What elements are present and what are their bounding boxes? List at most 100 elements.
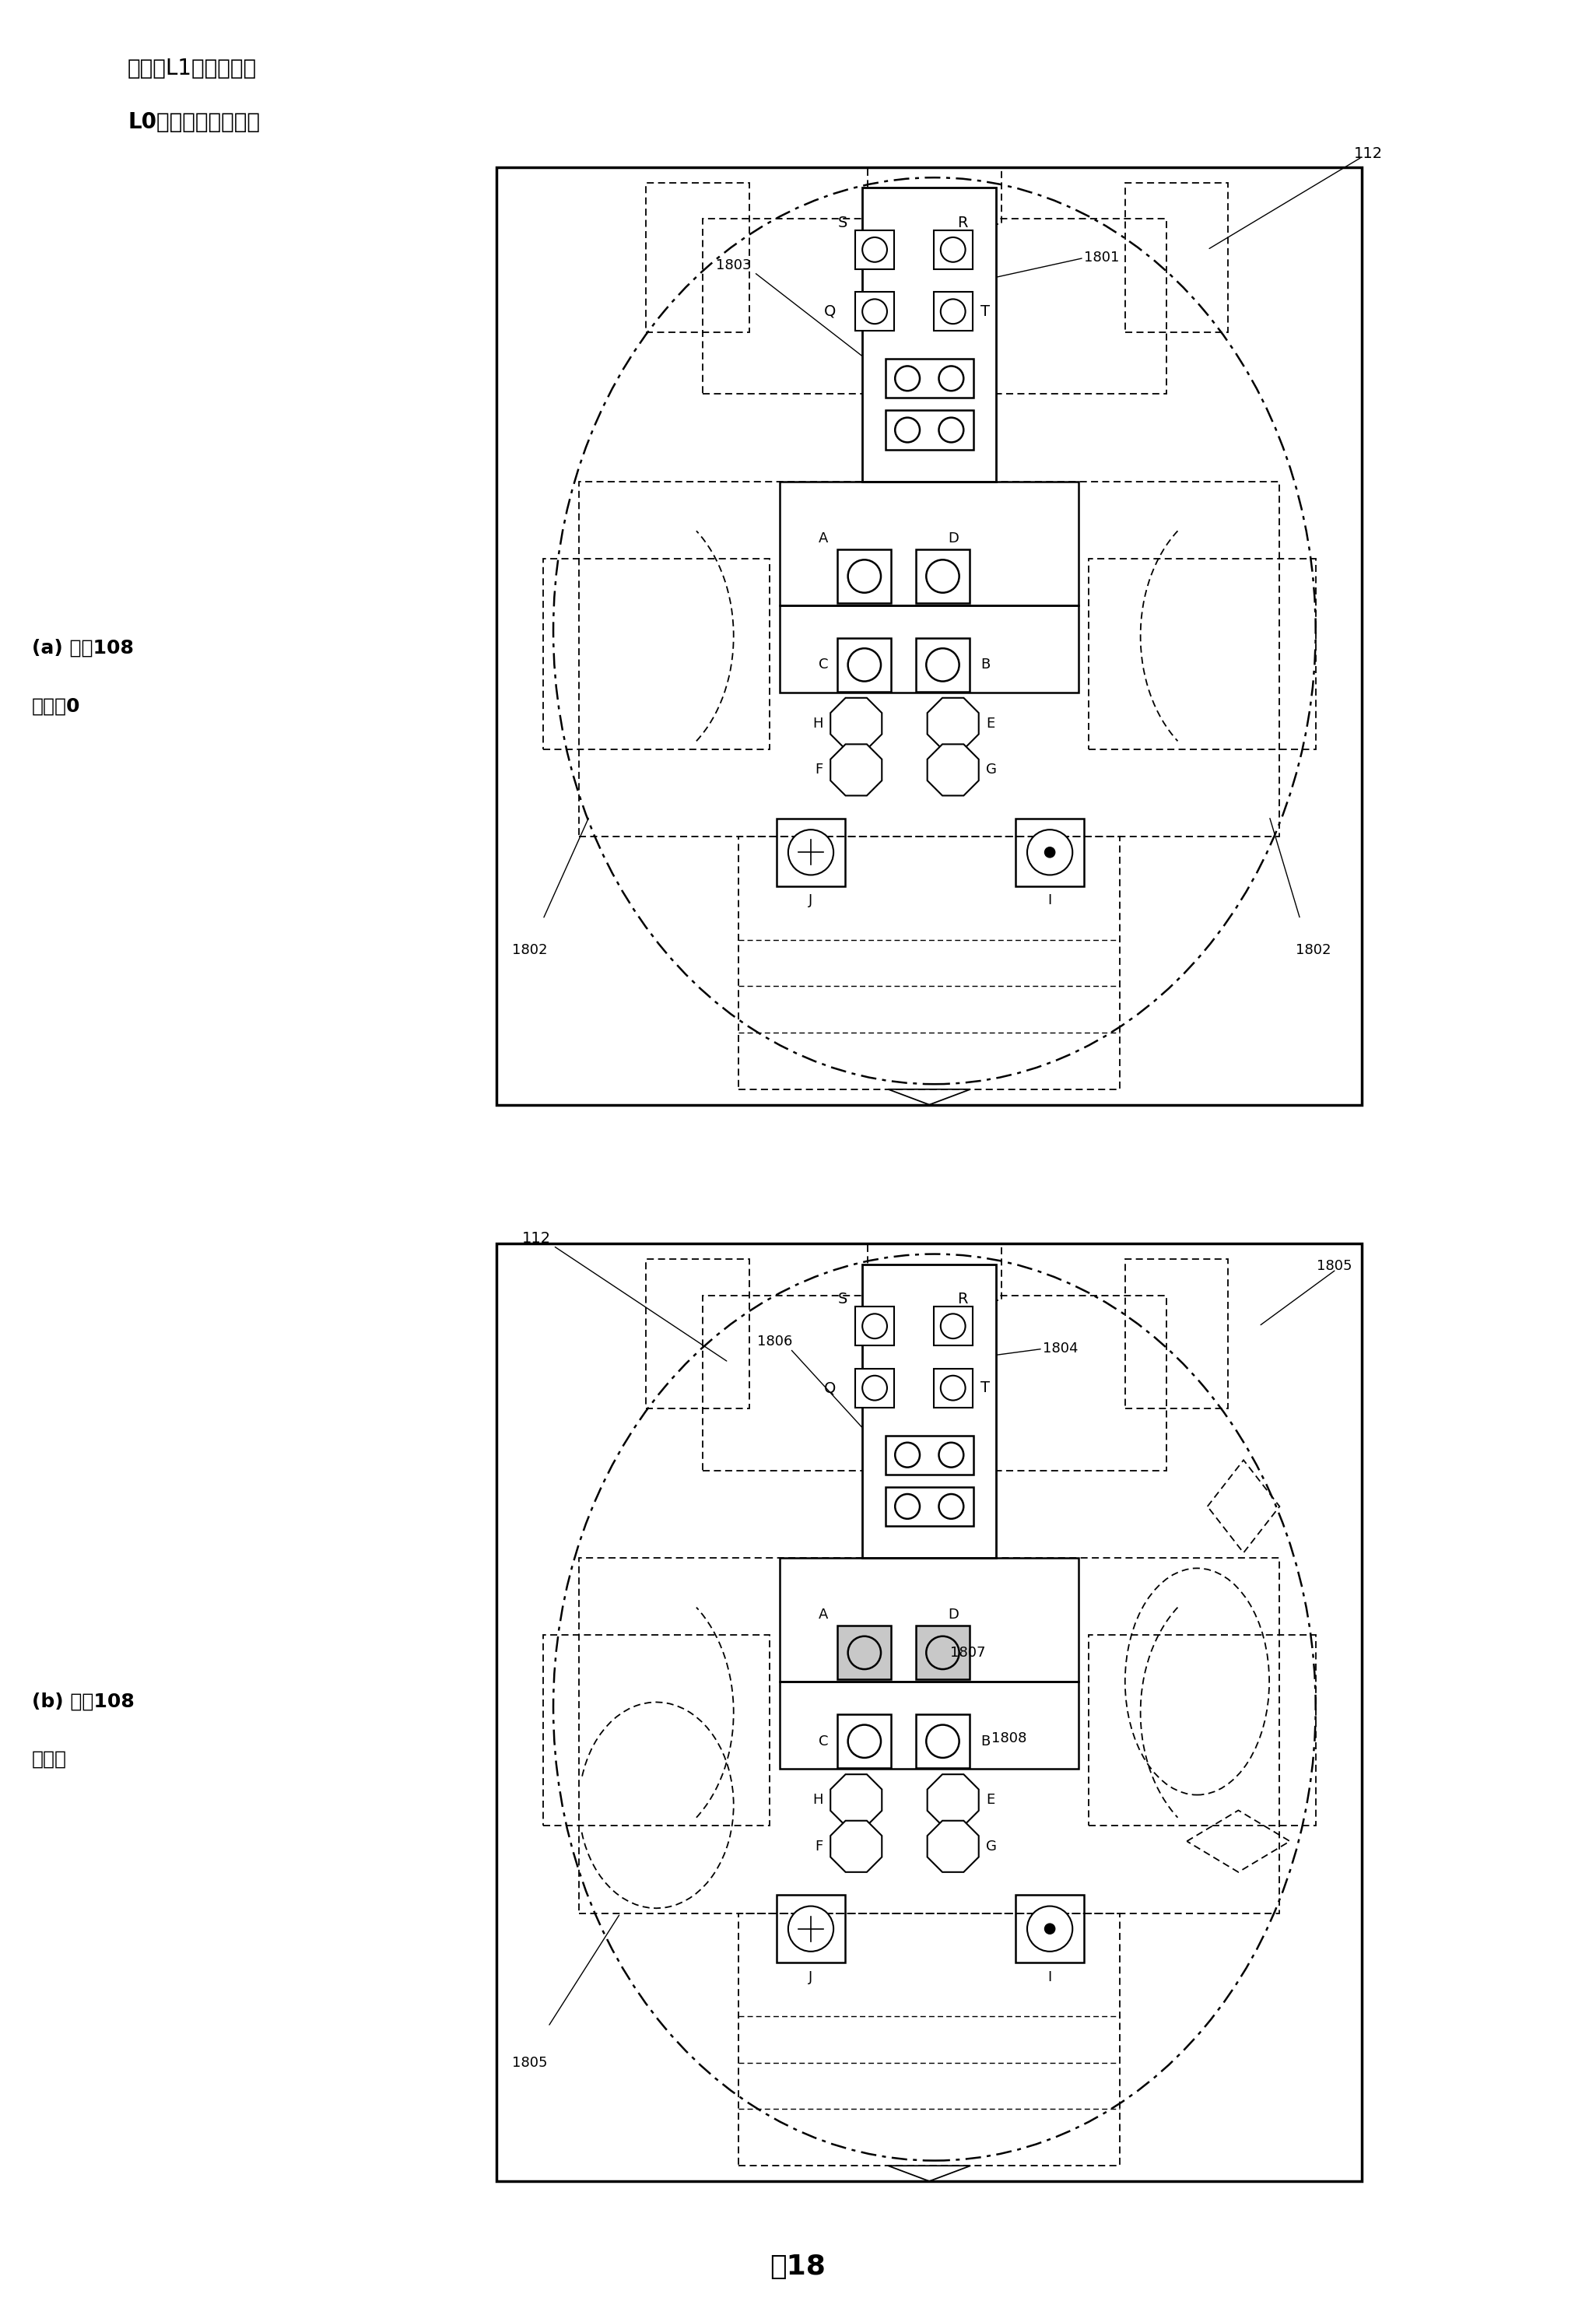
- Bar: [496, 1243, 1361, 2181]
- Text: G: G: [986, 764, 998, 778]
- Circle shape: [895, 1493, 919, 1519]
- Circle shape: [847, 648, 881, 681]
- Circle shape: [847, 560, 881, 593]
- Circle shape: [938, 1442, 964, 1468]
- Text: I: I: [1049, 1970, 1052, 1984]
- Circle shape: [926, 1637, 959, 1669]
- Bar: [579, 482, 1280, 838]
- FancyBboxPatch shape: [916, 639, 969, 692]
- FancyBboxPatch shape: [855, 1306, 894, 1345]
- Bar: [1015, 1894, 1084, 1963]
- FancyBboxPatch shape: [838, 639, 891, 692]
- Polygon shape: [927, 1773, 978, 1827]
- Text: 图18: 图18: [769, 2255, 827, 2280]
- Circle shape: [938, 417, 964, 442]
- Text: 移动时: 移动时: [32, 1750, 67, 1769]
- FancyBboxPatch shape: [838, 1625, 891, 1678]
- Text: R: R: [958, 215, 967, 229]
- FancyBboxPatch shape: [916, 1625, 969, 1678]
- Circle shape: [938, 1493, 964, 1519]
- Bar: [886, 410, 974, 449]
- Circle shape: [847, 1637, 881, 1669]
- FancyBboxPatch shape: [916, 549, 969, 602]
- FancyBboxPatch shape: [855, 229, 894, 269]
- Bar: [780, 1681, 1079, 1769]
- Bar: [702, 1294, 1167, 1470]
- Bar: [543, 1634, 769, 1827]
- Bar: [1125, 1259, 1227, 1408]
- Text: Q: Q: [824, 1380, 836, 1396]
- Text: C: C: [819, 1734, 828, 1748]
- Bar: [886, 1435, 974, 1475]
- Circle shape: [895, 1442, 919, 1468]
- Bar: [646, 183, 749, 331]
- Text: D: D: [948, 1609, 959, 1623]
- Circle shape: [926, 648, 959, 681]
- Text: T: T: [980, 303, 990, 319]
- Text: S: S: [838, 215, 847, 229]
- Text: E: E: [986, 1794, 994, 1808]
- Text: B: B: [982, 1734, 991, 1748]
- FancyBboxPatch shape: [855, 1368, 894, 1408]
- FancyBboxPatch shape: [934, 292, 972, 331]
- Text: 1807: 1807: [950, 1646, 985, 1660]
- Circle shape: [847, 1725, 881, 1757]
- Circle shape: [940, 1375, 966, 1401]
- Circle shape: [862, 1375, 887, 1401]
- Circle shape: [1045, 1924, 1055, 1933]
- Polygon shape: [830, 1773, 883, 1827]
- Bar: [780, 1558, 1079, 1681]
- Circle shape: [862, 1315, 887, 1338]
- Bar: [868, 1243, 1001, 1301]
- Text: F: F: [816, 1840, 824, 1854]
- Text: 1808: 1808: [991, 1732, 1026, 1746]
- FancyBboxPatch shape: [855, 292, 894, 331]
- Text: 1806: 1806: [757, 1333, 793, 1350]
- Text: 1804: 1804: [1042, 1343, 1077, 1357]
- Bar: [886, 359, 974, 398]
- Text: (a) 物镜108: (a) 物镜108: [32, 639, 134, 657]
- FancyBboxPatch shape: [934, 229, 972, 269]
- Text: A: A: [819, 532, 828, 546]
- Circle shape: [1028, 1905, 1073, 1952]
- Text: Q: Q: [824, 303, 836, 319]
- Circle shape: [788, 1905, 833, 1952]
- Text: 聚焦于L1层时，来自: 聚焦于L1层时，来自: [128, 58, 257, 79]
- Text: B: B: [982, 657, 991, 671]
- Text: T: T: [980, 1380, 990, 1396]
- Text: I: I: [1049, 894, 1052, 907]
- Text: R: R: [958, 1292, 967, 1306]
- Circle shape: [788, 829, 833, 875]
- Text: 移动量0: 移动量0: [32, 697, 80, 715]
- Circle shape: [940, 238, 966, 262]
- Bar: [777, 1894, 844, 1963]
- Text: 1803: 1803: [717, 257, 752, 273]
- Text: (b) 物镜108: (b) 物镜108: [32, 1692, 134, 1711]
- Text: 1801: 1801: [1084, 250, 1119, 264]
- Text: J: J: [809, 894, 812, 907]
- Text: G: G: [986, 1840, 998, 1854]
- Text: 1805: 1805: [1317, 1259, 1352, 1273]
- Text: D: D: [948, 532, 959, 546]
- Bar: [862, 1264, 996, 1558]
- Circle shape: [926, 1725, 959, 1757]
- FancyBboxPatch shape: [838, 549, 891, 602]
- Circle shape: [1028, 829, 1073, 875]
- Bar: [739, 1912, 1120, 2167]
- Polygon shape: [830, 1820, 883, 1873]
- Text: 1802: 1802: [1296, 942, 1331, 956]
- Text: A: A: [819, 1609, 828, 1623]
- Text: H: H: [812, 718, 824, 732]
- Bar: [780, 604, 1079, 692]
- Text: C: C: [819, 657, 828, 671]
- Polygon shape: [830, 743, 883, 796]
- Bar: [646, 1259, 749, 1408]
- Bar: [702, 218, 1167, 394]
- Text: L0层的无用光的分布: L0层的无用光的分布: [128, 111, 260, 132]
- Circle shape: [895, 417, 919, 442]
- Text: F: F: [816, 764, 824, 778]
- Bar: [1088, 1634, 1315, 1827]
- Bar: [739, 838, 1120, 1090]
- FancyBboxPatch shape: [934, 1368, 972, 1408]
- Bar: [780, 482, 1079, 604]
